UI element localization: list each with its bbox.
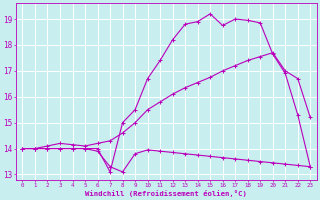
X-axis label: Windchill (Refroidissement éolien,°C): Windchill (Refroidissement éolien,°C)	[85, 190, 247, 197]
